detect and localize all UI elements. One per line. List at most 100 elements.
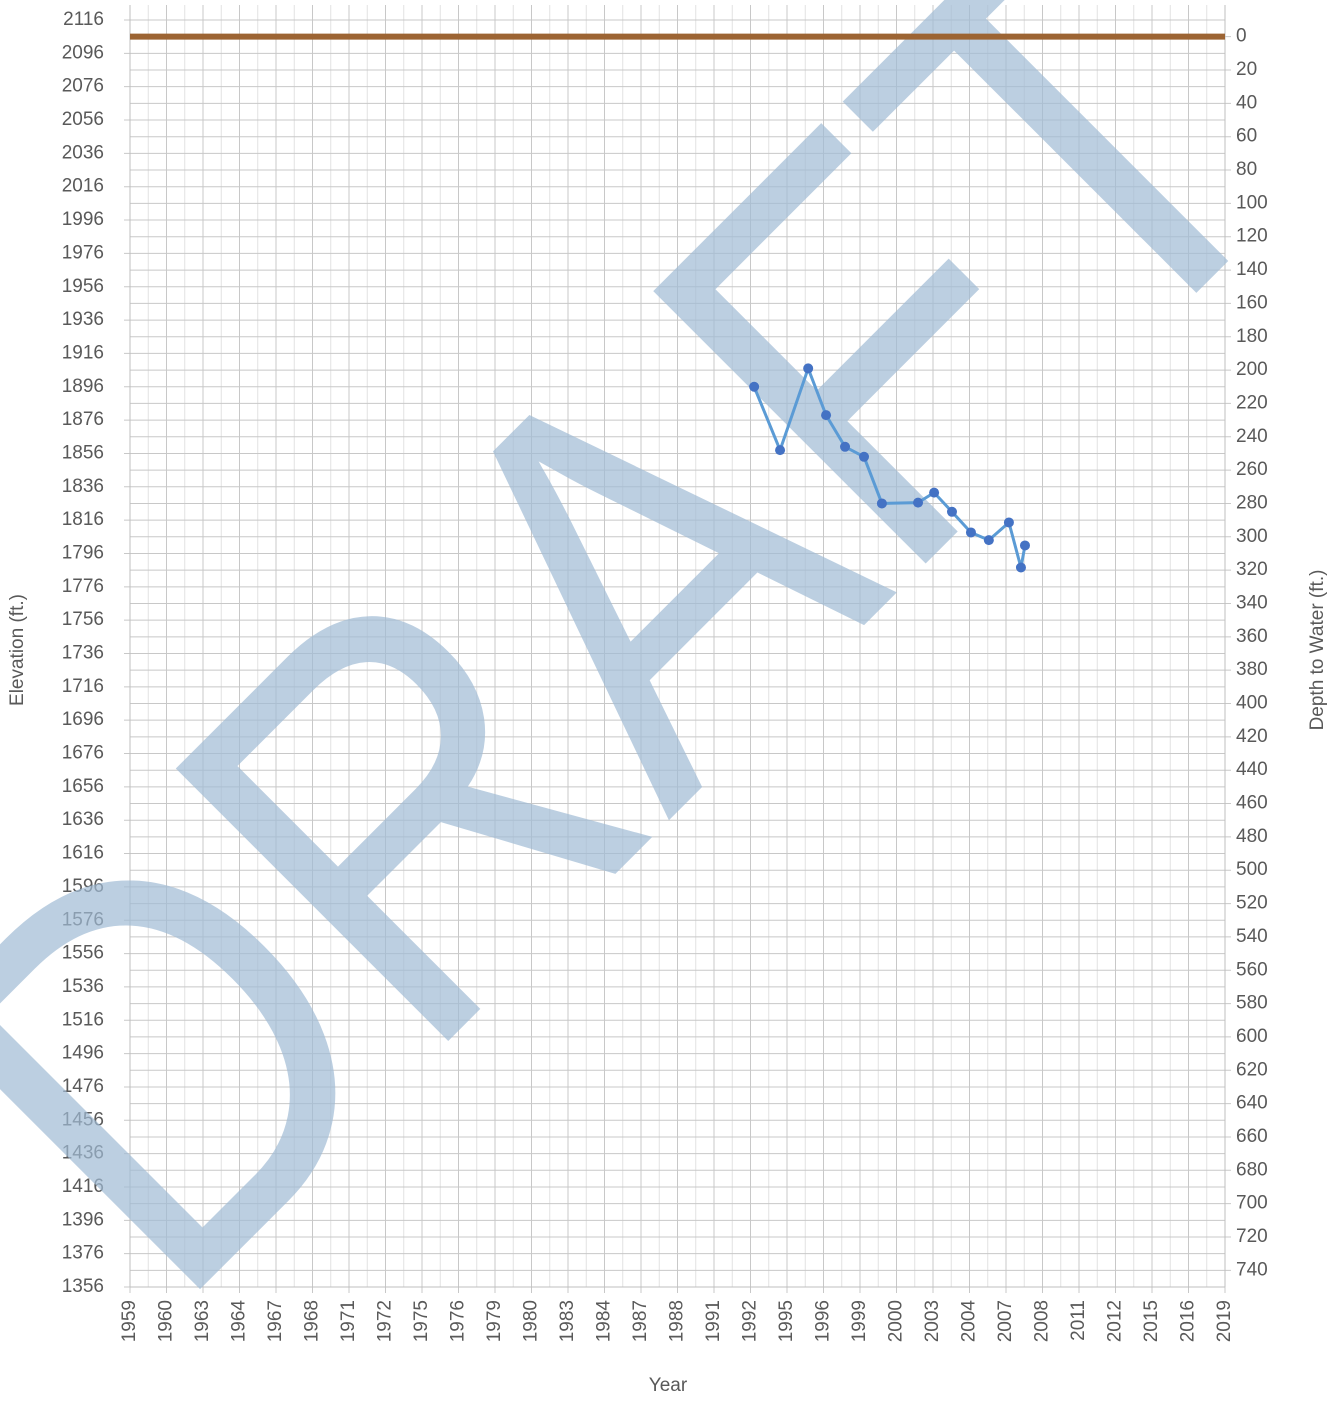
y-tick-label: 1836 (62, 476, 104, 497)
y-tick-label: 1736 (62, 643, 104, 664)
y-tick-label: 1996 (62, 209, 104, 230)
y2-tick-label: 180 (1236, 326, 1268, 347)
y2-tick-label: 40 (1236, 92, 1257, 113)
y2-tick-label: 320 (1236, 559, 1268, 580)
y-tick-label: 1476 (62, 1076, 104, 1097)
data-point (1019, 540, 1030, 551)
y-tick-label: 1376 (62, 1243, 104, 1264)
y2-tick-label: 380 (1236, 659, 1268, 680)
y-tick-label: 1576 (62, 909, 104, 930)
y-tick-label: 1696 (62, 709, 104, 730)
x-tick-label: 1964 (229, 1300, 250, 1343)
y-tick-label: 1776 (62, 576, 104, 597)
data-point (946, 506, 957, 517)
x-axis-label: Year (649, 1375, 688, 1396)
x-tick-label: 1988 (667, 1300, 688, 1342)
y-tick-label: 1636 (62, 809, 104, 830)
x-tick-label: 1999 (849, 1300, 870, 1342)
y2-tick-label: 360 (1236, 626, 1268, 647)
y-tick-label: 1596 (62, 876, 104, 897)
x-tick-label: 2000 (886, 1300, 907, 1342)
x-tick-label: 1972 (375, 1300, 396, 1342)
y-tick-label: 1716 (62, 676, 104, 697)
y2-tick-label: 700 (1236, 1193, 1268, 1214)
y-tick-label: 2096 (62, 42, 104, 63)
y-tick-label: 1816 (62, 509, 104, 530)
y2-tick-label: 400 (1236, 693, 1268, 714)
y2-tick-label: 120 (1236, 226, 1268, 247)
y-tick-label: 2076 (62, 76, 104, 97)
y-tick-label: 1676 (62, 743, 104, 764)
y2-tick-label: 140 (1236, 259, 1268, 280)
y2-tick-label: 260 (1236, 459, 1268, 480)
data-point (983, 535, 994, 546)
data-point (876, 498, 887, 509)
x-tick-label: 2004 (959, 1300, 980, 1343)
y2-tick-label: 80 (1236, 159, 1257, 180)
y2-tick-label: 20 (1236, 59, 1257, 80)
y2-tick-label: 240 (1236, 426, 1268, 447)
y2-tick-label: 600 (1236, 1026, 1268, 1047)
y2-tick-label: 200 (1236, 359, 1268, 380)
data-point (840, 441, 851, 452)
x-tick-label: 1979 (484, 1300, 505, 1342)
data-point (1003, 517, 1014, 528)
x-tick-label: 1995 (776, 1300, 797, 1342)
y2-tick-label: 500 (1236, 859, 1268, 880)
x-tick-label: 1987 (630, 1300, 651, 1342)
y2-tick-label: 440 (1236, 759, 1268, 780)
y-tick-label: 1456 (62, 1109, 104, 1130)
x-tick-label: 1967 (265, 1300, 286, 1342)
x-tick-label: 1968 (302, 1300, 323, 1342)
y-tick-label: 1936 (62, 309, 104, 330)
y-tick-label: 1356 (62, 1276, 104, 1297)
x-tick-label: 2016 (1178, 1300, 1199, 1342)
x-tick-label: 1996 (813, 1300, 834, 1342)
y-tick-label: 2036 (62, 142, 104, 163)
data-point (821, 410, 832, 421)
y2-tick-label: 580 (1236, 993, 1268, 1014)
data-point (1015, 562, 1026, 573)
data-point (859, 451, 870, 462)
y2-tick-label: 340 (1236, 593, 1268, 614)
y-tick-label: 1876 (62, 409, 104, 430)
y-tick-label: 1896 (62, 376, 104, 397)
y2-tick-label: 160 (1236, 292, 1268, 313)
y-tick-label: 1396 (62, 1209, 104, 1230)
y2-tick-label: 420 (1236, 726, 1268, 747)
x-tick-label: 1959 (119, 1300, 140, 1342)
y2-axis-label: Depth to Water (ft.) (1307, 570, 1328, 731)
x-tick-label: 2007 (995, 1300, 1016, 1342)
x-tick-label: 2011 (1068, 1300, 1089, 1341)
y2-tick-label: 460 (1236, 793, 1268, 814)
x-tick-label: 2019 (1214, 1300, 1235, 1342)
x-tick-label: 1976 (448, 1300, 469, 1342)
data-point (749, 381, 760, 392)
y2-tick-label: 60 (1236, 126, 1257, 147)
y-tick-label: 1536 (62, 976, 104, 997)
y2-tick-label: 100 (1236, 192, 1268, 213)
x-tick-label: 2008 (1032, 1300, 1053, 1342)
y-tick-label: 1916 (62, 342, 104, 363)
x-tick-label: 1971 (338, 1300, 359, 1342)
x-tick-label: 1960 (156, 1300, 177, 1342)
y2-tick-label: 620 (1236, 1059, 1268, 1080)
y-tick-label: 1956 (62, 276, 104, 297)
x-tick-label: 1991 (703, 1300, 724, 1342)
x-tick-label: 2012 (1105, 1300, 1126, 1342)
y-axis-label: Elevation (ft.) (7, 594, 28, 706)
y2-tick-label: 660 (1236, 1126, 1268, 1147)
y-tick-label: 1416 (62, 1176, 104, 1197)
y-tick-label: 1976 (62, 242, 104, 263)
y-tick-label: 1616 (62, 843, 104, 864)
data-point (965, 527, 976, 538)
y-tick-label: 1656 (62, 776, 104, 797)
y-tick-label: 2056 (62, 109, 104, 130)
y2-tick-label: 560 (1236, 959, 1268, 980)
y2-tick-label: 540 (1236, 926, 1268, 947)
y-tick-label: 1556 (62, 943, 104, 964)
y2-tick-label: 740 (1236, 1259, 1268, 1280)
y-tick-label: 1436 (62, 1143, 104, 1164)
